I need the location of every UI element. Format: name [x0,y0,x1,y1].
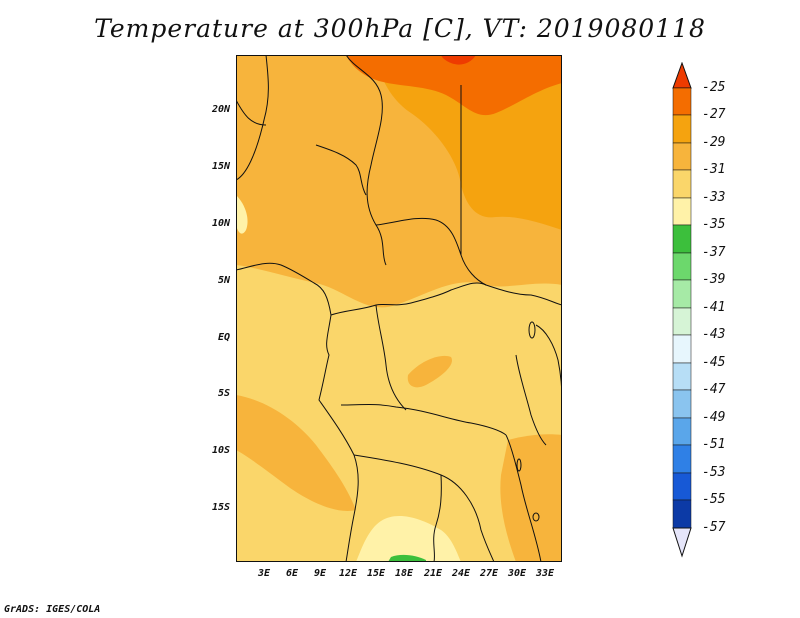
colorbar-label-35: -35 [702,217,726,232]
colorbar-label-25: -25 [702,80,726,95]
field-north-25-27 [346,55,562,116]
colorbar-segment-39-41 [672,279,692,309]
colorbar-label-45: -45 [702,355,726,370]
colorbar-label-53: -53 [702,465,726,480]
colorbar-label-31: -31 [702,162,726,177]
lon-label-24e: 24E [451,568,471,579]
colorbar-label-37: -37 [702,245,726,260]
colorbar-label-57: -57 [702,520,726,535]
lon-label-15e: 15E [366,568,386,579]
lon-label-33e: 33E [535,568,555,579]
colorbar-label-41: -41 [702,300,726,315]
field-se-patch [500,434,562,562]
lat-label-eq: EQ [217,332,230,343]
colorbar-segment-37-39 [672,252,692,281]
colorbar-segment-35-37 [672,224,692,254]
colorbar-segment-55-57 [672,499,692,529]
colorbar-label-55: -55 [702,492,726,507]
map-frame-border [236,55,562,562]
colorbar-segment-29-31 [672,142,692,171]
lat-label-5n: 5N [217,275,230,286]
colorbar-segment-45-47 [672,362,692,391]
colorbar-top-triangle [672,62,692,89]
colorbar [672,62,692,558]
colorbar-bottom-triangle [672,527,692,558]
colorbar-label-49: -49 [702,410,726,425]
lon-label-9e: 9E [313,568,327,579]
grads-credit: GrADS: IGES/COLA [4,604,101,615]
colorbar-segment-41-43 [672,307,692,336]
colorbar-segment-49-51 [672,417,692,446]
map-title: Temperature at 300hPa [C], VT: 201908011… [94,14,706,43]
field-cool-33-35 [356,515,461,562]
lon-label-6e: 6E [285,568,299,579]
colorbar-label-39: -39 [702,272,726,287]
country-borders [236,55,562,562]
colorbar-segment-53-55 [672,472,692,501]
lat-label-5s: 5S [217,388,230,399]
colorbar-segment-47-49 [672,389,692,419]
colorbar-segment-43-45 [672,334,692,364]
colorbar-segment-51-53 [672,444,692,474]
field-sw-tongue [236,395,356,511]
lon-label-21e: 21E [423,568,443,579]
colorbar-segment-33-35 [672,197,692,226]
colorbar-label-51: -51 [702,437,726,452]
lat-label-10n: 10N [211,218,230,229]
lat-label-15n: 15N [211,161,230,172]
temperature-map [236,55,562,562]
lat-label-20n: 20N [211,104,230,115]
field-west-light [236,195,248,234]
colorbar-label-29: -29 [702,135,726,150]
lakes [516,321,540,522]
lat-label-10s: 10S [211,445,230,456]
lon-label-27e: 27E [479,568,499,579]
lon-label-30e: 30E [507,568,527,579]
lon-label-18e: 18E [394,568,414,579]
lat-label-15s: 15S [211,502,230,513]
field-warm-spot [441,55,476,65]
colorbar-segment-25-27 [672,87,692,116]
lon-label-3e: 3E [257,568,271,579]
colorbar-label-43: -43 [702,327,726,342]
colorbar-label-27: -27 [702,107,726,122]
colorbar-label-33: -33 [702,190,726,205]
colorbar-label-47: -47 [702,382,726,397]
colorbar-segment-31-33 [672,169,692,199]
colorbar-segment-27-29 [672,114,692,144]
lon-label-12e: 12E [338,568,358,579]
field-green-spot [388,554,426,562]
field-mid-streak [407,355,452,388]
